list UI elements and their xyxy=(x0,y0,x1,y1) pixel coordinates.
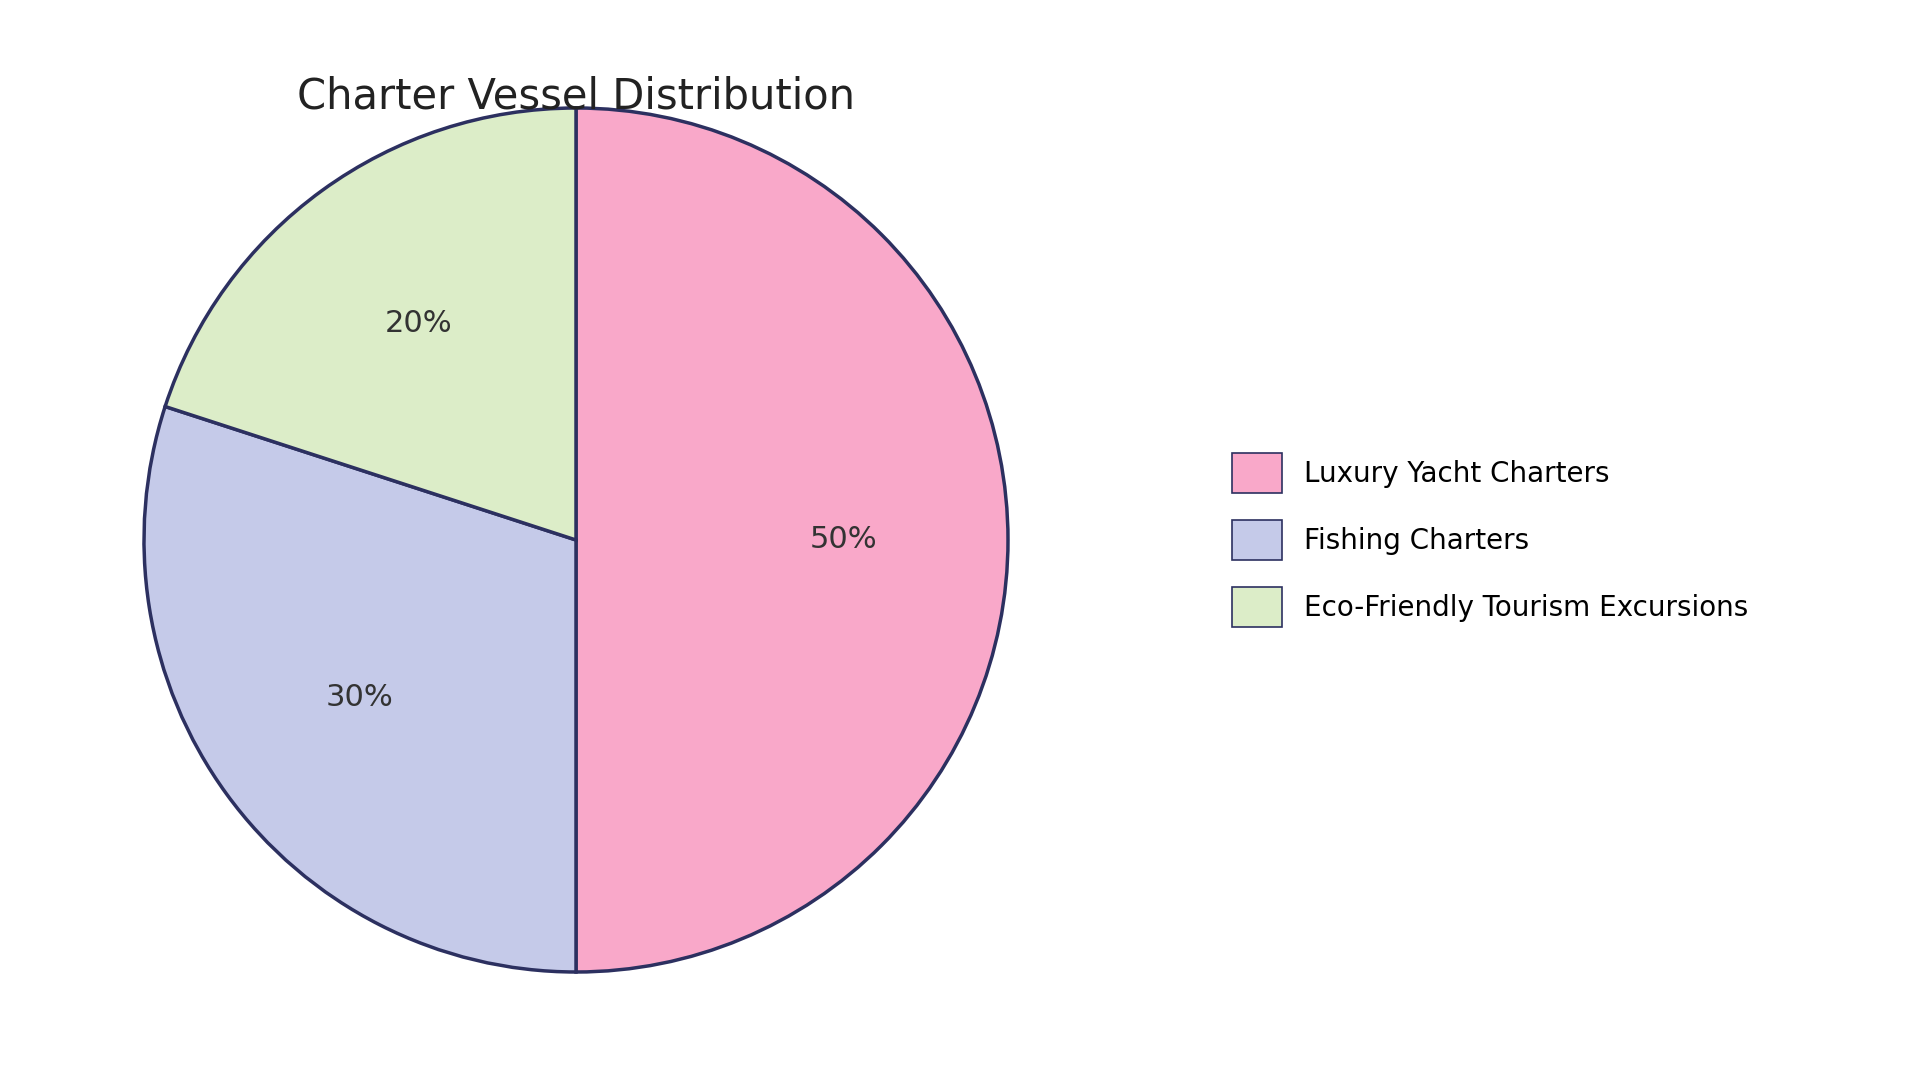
Wedge shape xyxy=(144,406,576,972)
Wedge shape xyxy=(165,108,576,540)
Text: 30%: 30% xyxy=(324,683,394,712)
Text: Charter Vessel Distribution: Charter Vessel Distribution xyxy=(298,76,854,118)
Text: 50%: 50% xyxy=(810,526,877,554)
Text: 20%: 20% xyxy=(384,309,453,338)
Wedge shape xyxy=(576,108,1008,972)
Legend: Luxury Yacht Charters, Fishing Charters, Eco-Friendly Tourism Excursions: Luxury Yacht Charters, Fishing Charters,… xyxy=(1204,426,1776,654)
